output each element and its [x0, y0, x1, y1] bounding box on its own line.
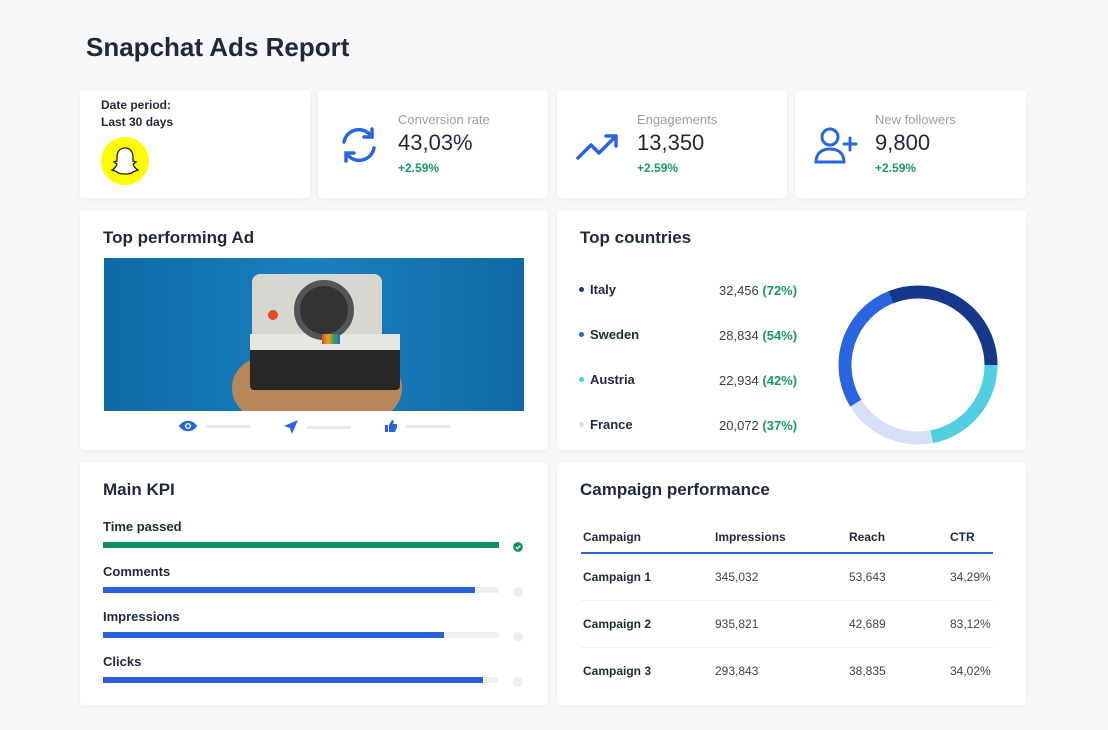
country-pct: (37%) [762, 418, 798, 433]
column-header[interactable]: Impressions [713, 526, 847, 554]
pending-dot-icon [513, 587, 523, 597]
table-cell: Campaign 2 [581, 600, 713, 648]
top-countries-card: Top countries Italy 32,456 (72%) Sweden 28,… [557, 210, 1026, 450]
table-row[interactable]: Campaign 3 293,843 38,835 34,02% [581, 647, 993, 694]
table-row[interactable]: Campaign 2 935,821 42,689 83,12% [581, 600, 993, 648]
table-row[interactable]: Campaign 1 345,032 53,643 34,29% [581, 553, 993, 601]
column-header[interactable]: Reach [847, 526, 948, 554]
country-france: France [579, 417, 633, 432]
stat-label: Engagements [637, 112, 718, 127]
table-cell: 53,643 [847, 553, 948, 601]
stat-value: 9,800 [875, 130, 931, 155]
donut-segment-sweden [838, 291, 894, 407]
table-cell: 34,02% [950, 663, 991, 678]
kpi-label: Time passed [103, 519, 182, 534]
country-value: 22,934 (42%) [719, 373, 798, 388]
country-italy: Italy [579, 282, 616, 297]
kpi-label: Impressions [103, 609, 180, 624]
date-period-label: Date period: [101, 98, 172, 112]
stat-value: 43,03% [398, 130, 473, 155]
refresh-icon [342, 127, 376, 163]
kpi-clicks: Clicks [103, 654, 523, 687]
pending-dot-icon [513, 632, 523, 642]
country-name: Sweden [590, 327, 640, 342]
country-austria: Austria [579, 372, 635, 387]
column-header[interactable]: Campaign [581, 526, 713, 554]
table-cell: 345,032 [713, 553, 847, 601]
table-cell: Campaign 1 [581, 553, 713, 601]
stat-delta: +2.59% [398, 161, 440, 175]
legend-dot [579, 422, 584, 427]
donut-segment-italy [888, 285, 998, 366]
shares-metric [283, 419, 351, 435]
progress-bar [103, 632, 499, 638]
legend-dot [579, 377, 584, 382]
trending-up-icon [576, 134, 618, 160]
section-title: Campaign performance [580, 480, 770, 499]
snapchat-logo [101, 137, 149, 185]
countries-donut-chart [838, 285, 998, 445]
table-cell: Campaign 3 [583, 663, 652, 678]
thumbs-up-icon [385, 420, 397, 432]
eye-icon [179, 420, 197, 432]
country-value: 20,072 (37%) [719, 418, 798, 433]
section-title: Top performing Ad [103, 228, 255, 247]
country-pct: (72%) [762, 283, 798, 298]
progress-bar [103, 542, 499, 548]
top-ad-card: Top performing Ad [80, 210, 548, 450]
table-cell: 34,29% [948, 553, 993, 601]
stat-card-engagements: Engagements 13,350 +2.59% [557, 90, 787, 198]
country-pct: (42%) [762, 373, 798, 388]
legend-dot [579, 332, 584, 337]
views-metric [178, 419, 250, 433]
send-icon [284, 420, 298, 434]
kpi-impressions: Impressions [103, 609, 523, 642]
campaign-performance-card: Campaign performance Campaign Impression… [557, 462, 1026, 705]
pending-dot-icon [513, 677, 523, 687]
table-cell: 42,689 [847, 600, 948, 648]
user-plus-icon [814, 127, 858, 164]
kpi-label: Clicks [103, 654, 142, 669]
country-name: Austria [590, 372, 635, 387]
stat-label: New followers [875, 112, 956, 127]
main-kpi-card: Main KPI Time passed Comments Impressions C… [80, 462, 548, 705]
table-cell: 293,843 [715, 663, 759, 678]
likes-metric [384, 419, 450, 433]
check-circle-icon [513, 542, 523, 552]
kpi-time-passed: Time passed [103, 519, 523, 552]
kpi-label: Comments [103, 564, 171, 579]
date-period-card: Date period: Last 30 days [80, 90, 310, 198]
stat-card-new-followers: New followers 9,800 +2.59% [795, 90, 1026, 198]
section-title: Main KPI [103, 480, 175, 499]
stat-value: 13,350 [637, 130, 705, 155]
country-name: France [590, 417, 633, 432]
donut-segment-austria [930, 364, 998, 444]
country-name: Italy [590, 282, 617, 297]
country-pct: (54%) [762, 328, 798, 343]
donut-segment-france [850, 399, 933, 445]
table-cell: 83,12% [948, 600, 993, 648]
legend-dot [579, 287, 584, 292]
column-header[interactable]: CTR [948, 526, 993, 554]
table-cell: 935,821 [713, 600, 847, 648]
country-sweden: Sweden [579, 327, 639, 342]
stat-label: Conversion rate [398, 112, 490, 127]
campaign-table: Campaign Impressions Reach CTR Campaign … [581, 526, 993, 694]
stat-card-conversion-rate: Conversion rate 43,03% +2.59% [318, 90, 548, 198]
kpi-comments: Comments [103, 564, 523, 597]
stat-delta: +2.59% [875, 161, 917, 175]
ad-image[interactable] [104, 258, 524, 411]
table-cell: 38,835 [849, 663, 886, 678]
country-value: 28,834 (54%) [719, 328, 798, 343]
progress-bar [103, 587, 499, 593]
stat-delta: +2.59% [637, 161, 679, 175]
country-value: 32,456 (72%) [719, 283, 798, 298]
page-title: Snapchat Ads Report [86, 32, 350, 62]
progress-bar [103, 677, 499, 683]
date-period-value: Last 30 days [101, 115, 174, 129]
section-title: Top countries [580, 228, 692, 247]
